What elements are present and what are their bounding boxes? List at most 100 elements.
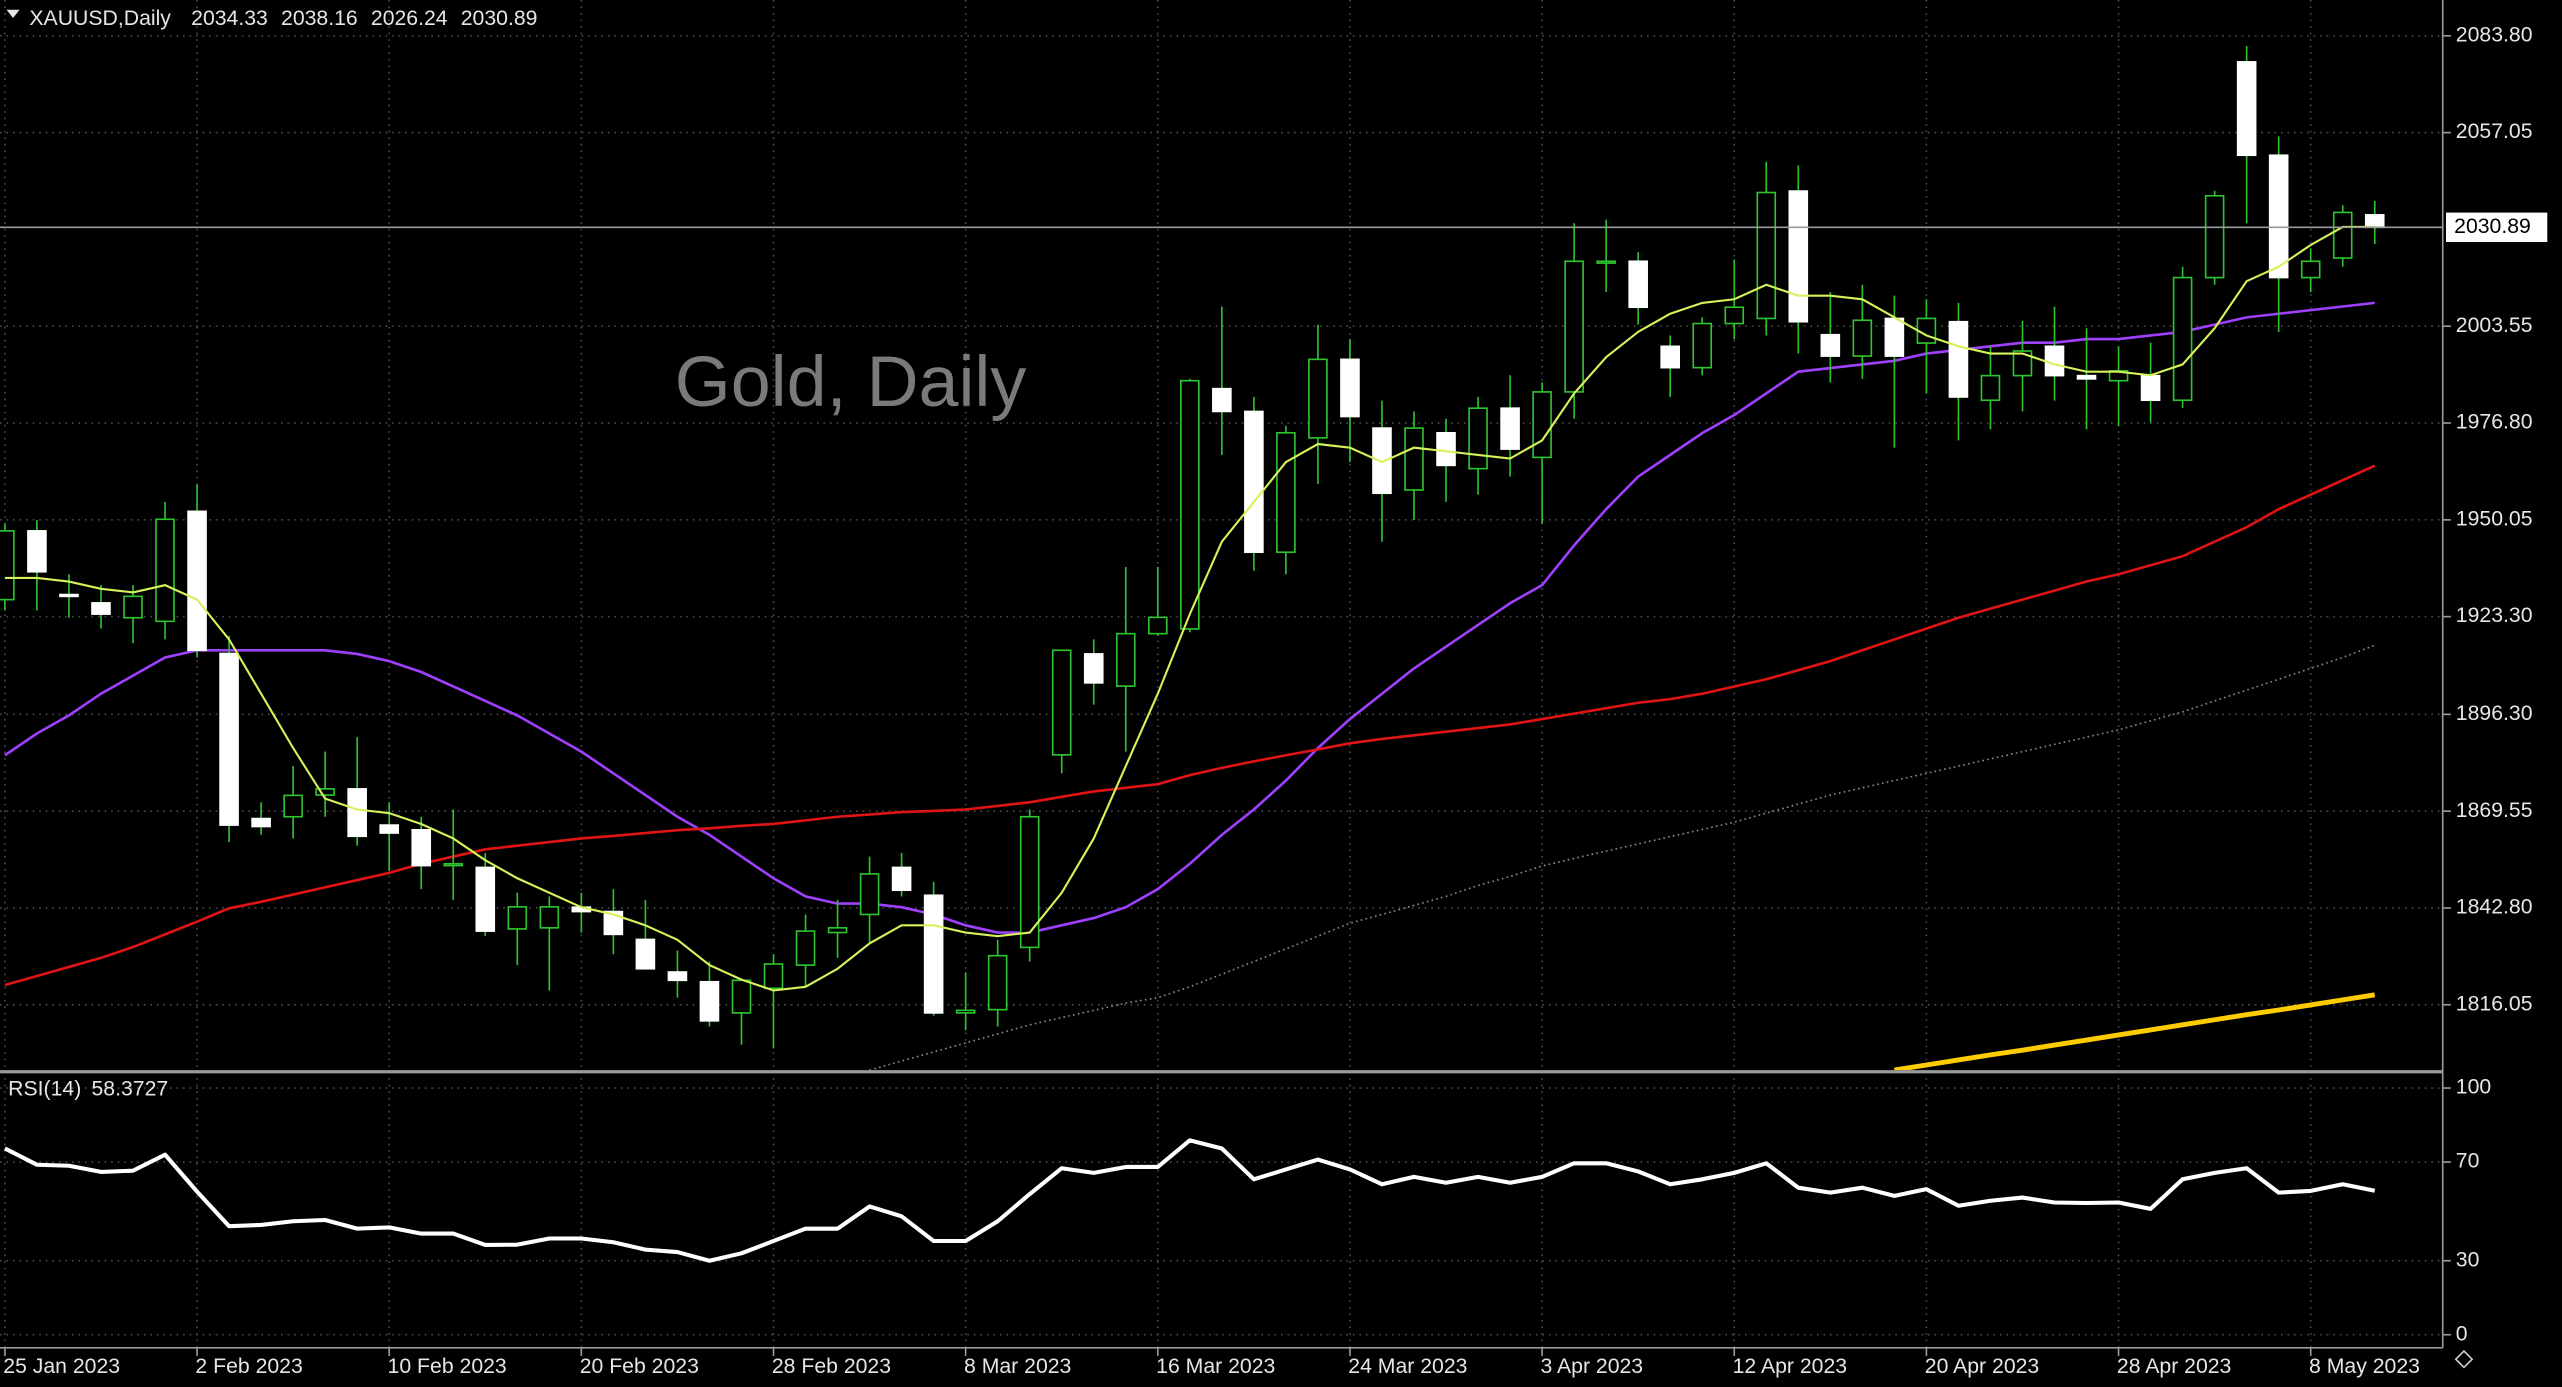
candle-body (1468, 407, 1488, 470)
candle-body (1115, 632, 1136, 687)
candle-body (2012, 350, 2033, 377)
candle-body (1019, 815, 1040, 949)
candle-body (1820, 333, 1841, 357)
watermark: Gold, Daily (675, 342, 1027, 422)
candle-body (1372, 427, 1392, 495)
y-tick-label: 1869.55 (2456, 799, 2533, 822)
candle-body (1404, 427, 1424, 491)
candle-body (635, 938, 656, 970)
candle-body (2044, 345, 2065, 377)
x-tick-label: 25 Jan 2023 (3, 1355, 120, 1378)
candle-body (1948, 320, 1969, 398)
candle-body (1276, 431, 1296, 554)
y-tick-label: 70 (2456, 1150, 2480, 1173)
candle-body (699, 980, 720, 1022)
candle-body (667, 971, 688, 982)
candle-body (347, 788, 367, 838)
candle-body (891, 866, 912, 892)
x-tick-label: 16 Mar 2023 (1156, 1355, 1275, 1378)
candle-body (1596, 260, 1616, 264)
candle-body (155, 518, 175, 623)
header-open: 2034.33 (191, 7, 268, 30)
candle-body (827, 927, 848, 934)
candle-body (2268, 154, 2289, 279)
candle-body (1500, 407, 1520, 450)
candle-body (859, 873, 880, 916)
candle-body (123, 595, 143, 619)
candle-body (2364, 214, 2385, 229)
x-tick-label: 28 Apr 2023 (2117, 1355, 2231, 1378)
candle-body (1532, 391, 1552, 459)
x-tick-label: 10 Feb 2023 (388, 1355, 507, 1378)
collapse-triangle[interactable] (6, 9, 20, 18)
logo-icon (2454, 1349, 2474, 1369)
candle-body (379, 824, 400, 834)
candle-body (2300, 260, 2321, 279)
candle-body (1980, 374, 2001, 402)
y-tick-label: 100 (2456, 1076, 2491, 1099)
header-close: 2030.89 (461, 7, 538, 30)
candle-body (763, 963, 784, 990)
candle-body (1564, 260, 1584, 393)
y-tick-label: 2057.05 (2456, 120, 2533, 143)
candle-body (1660, 345, 1681, 369)
brand-logo (2454, 1349, 2474, 1369)
candle-body (411, 828, 432, 867)
moving-average (4, 225, 2375, 992)
candle-body (1756, 191, 1777, 320)
candle-body (603, 910, 624, 936)
rsi-line (3, 1138, 2376, 1263)
candle-body (187, 510, 207, 652)
candle-body (1852, 319, 1873, 357)
candle-body (2204, 194, 2225, 279)
candle-body (1692, 322, 1713, 369)
candle-body (1180, 379, 1200, 630)
x-tick-label: 8 May 2023 (2309, 1355, 2420, 1378)
x-tick-label: 20 Feb 2023 (580, 1355, 699, 1378)
candle-body (955, 1009, 976, 1014)
y-tick-label: 1896.30 (2456, 702, 2533, 725)
candle-body (2172, 276, 2193, 402)
candle-body (795, 930, 816, 966)
candle-body (475, 866, 496, 932)
candle-body (1436, 431, 1456, 467)
candle-body (315, 788, 335, 796)
candle-body (987, 954, 1008, 1011)
last-price-tag (2445, 212, 2548, 242)
candle-body (2236, 61, 2257, 157)
candle-body (539, 906, 560, 929)
candle-body (1788, 190, 1809, 323)
candle-body (1724, 306, 1745, 325)
header-high: 2038.16 (281, 7, 358, 30)
candle-body (1051, 649, 1072, 756)
y-tick-label: 0 (2456, 1322, 2468, 1345)
x-tick-label: 2 Feb 2023 (195, 1355, 302, 1378)
y-tick-label: 30 (2456, 1248, 2480, 1271)
candle-body (923, 894, 944, 1014)
candle-body (2332, 211, 2353, 259)
candle-body (251, 817, 271, 828)
candle-body (2076, 374, 2097, 380)
y-tick-label: 1816.05 (2456, 992, 2533, 1015)
candle-body (1340, 358, 1360, 418)
x-tick-label: 20 Apr 2023 (1925, 1355, 2039, 1378)
candle-body (507, 906, 528, 930)
candle-body (1083, 653, 1104, 684)
candle-body (219, 652, 239, 826)
moving-average (4, 301, 2375, 934)
x-tick-label: 28 Feb 2023 (772, 1355, 891, 1378)
y-tick-label: 1923.30 (2456, 604, 2533, 627)
candle-body (731, 979, 752, 1014)
moving-average (4, 464, 2376, 987)
candle-body (1628, 260, 1648, 309)
header-low: 2026.24 (371, 7, 448, 30)
candle-body (59, 593, 79, 598)
candle-body (443, 862, 464, 867)
y-tick-label: 2083.80 (2456, 23, 2533, 46)
candle-body (1244, 410, 1264, 554)
rsi-value: 58.3727 (92, 1077, 169, 1100)
